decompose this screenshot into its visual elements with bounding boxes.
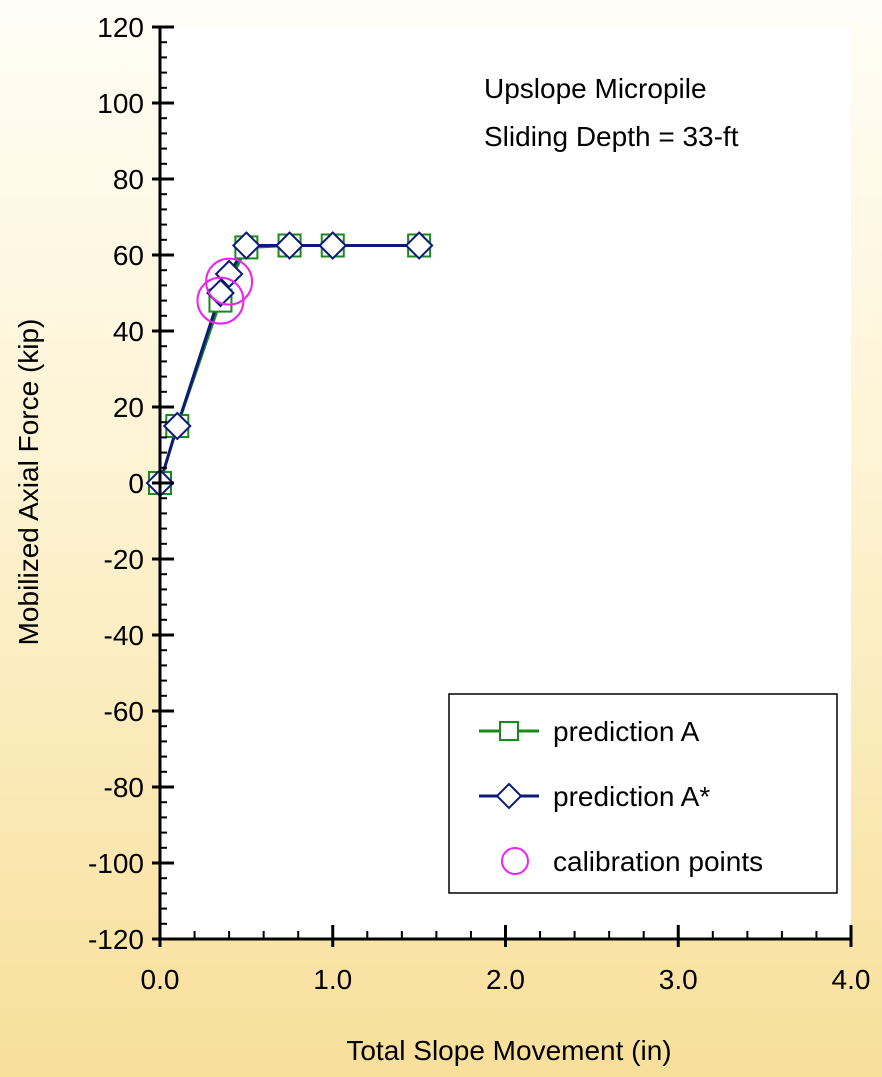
markers-calibration-points	[196, 257, 254, 325]
x-axis-label: Total Slope Movement (in)	[346, 1035, 671, 1066]
y-tick-label: -40	[104, 620, 144, 651]
y-tick-label: 100	[97, 88, 144, 119]
annotation-line-2: Sliding Depth = 33-ft	[484, 121, 739, 152]
axes-layer: -120 -100 -80 -60 -40 -20 0 20 40 60 80 100 120 0.0 1.…	[88, 12, 871, 995]
x-tick-label: 0.0	[141, 964, 180, 995]
data-point-diamond	[162, 411, 192, 441]
legend-entry-prediction-a: prediction A	[479, 716, 700, 747]
y-tick-label: -60	[104, 696, 144, 727]
y-axis-label: Mobilized Axial Force (kip)	[13, 319, 44, 646]
legend-label-prediction-a: prediction A	[553, 716, 700, 747]
y-tick-label: 40	[113, 316, 144, 347]
data-point-circle	[205, 257, 254, 306]
legend-marker-square	[499, 721, 519, 741]
data-point-diamond	[275, 231, 304, 260]
annotation: Upslope Micropile Sliding Depth = 33-ft	[484, 73, 739, 152]
x-tick-label: 1.0	[313, 964, 352, 995]
y-tick-label: 60	[113, 240, 144, 271]
y-tick-label: 20	[113, 392, 144, 423]
y-tick-label: 0	[128, 468, 144, 499]
legend-marker-circle	[501, 847, 529, 875]
data-point-diamond	[404, 231, 434, 260]
legend-label-calibration-points: calibration points	[553, 846, 763, 877]
y-tick-label: 120	[97, 12, 144, 43]
y-tick-label: -20	[104, 544, 144, 575]
y-tick-label: -80	[104, 772, 144, 803]
y-tick-label: -120	[88, 924, 144, 955]
data-point-diamond	[214, 259, 244, 289]
legend-label-prediction-a-star: prediction A*	[553, 781, 710, 812]
legend-entry-calibration-points: calibration points	[501, 846, 763, 877]
legend: prediction A prediction A* calibration p…	[448, 693, 838, 894]
x-tick-label: 3.0	[659, 964, 698, 995]
data-point-diamond	[318, 231, 348, 260]
annotation-line-1: Upslope Micropile	[484, 73, 707, 104]
data-point-diamond	[231, 231, 261, 260]
legend-entry-prediction-a-star: prediction A*	[479, 781, 710, 812]
x-tick-label: 2.0	[486, 964, 525, 995]
legend-marker-diamond	[495, 782, 523, 810]
x-tick-label: 4.0	[832, 964, 871, 995]
y-tick-label: 80	[113, 164, 144, 195]
y-tick-label: -100	[88, 848, 144, 879]
